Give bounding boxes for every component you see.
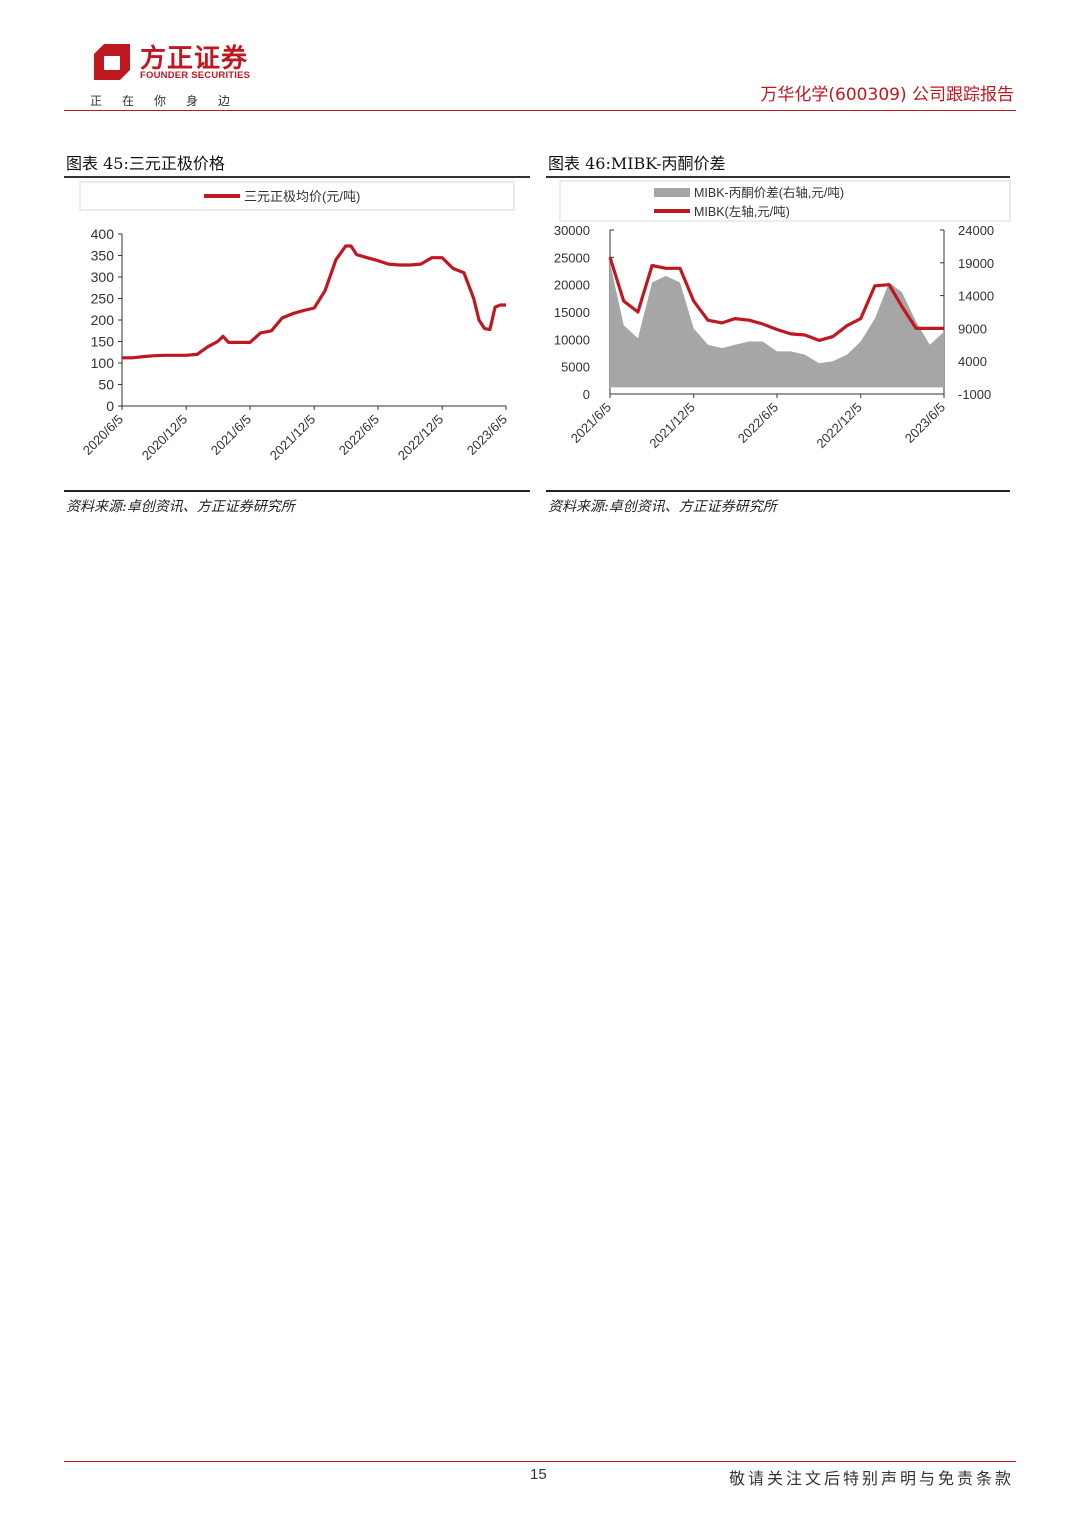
right-y-tick-label: 14000	[958, 289, 994, 304]
figure45-top-rule	[64, 176, 530, 178]
header-divider	[64, 110, 1016, 111]
y-tick-label: 50	[98, 377, 114, 393]
y-tick-label: 0	[106, 398, 114, 414]
figure45-bottom-rule	[64, 490, 530, 492]
legend-label-mibk: MIBK(左轴,元/吨)	[694, 204, 790, 219]
x-tick-label: 2020/6/5	[80, 412, 126, 458]
x-tick-label: 2022/12/5	[395, 412, 447, 464]
figure45-title: 图表 45:三元正极价格	[66, 154, 225, 173]
page-number: 15	[530, 1466, 547, 1483]
legend-box	[79, 181, 515, 211]
left-y-tick-label: 25000	[554, 250, 590, 265]
x-tick-label: 2021/12/5	[267, 412, 319, 464]
figure45-source: 资料来源:卓创资讯、方正证券研究所	[66, 499, 295, 515]
x-tick-label: 2023/6/5	[902, 400, 948, 446]
y-tick-label: 300	[91, 269, 115, 285]
left-y-tick-label: 10000	[554, 332, 590, 347]
series-line-mibk	[608, 256, 944, 342]
y-tick-label: 400	[91, 226, 115, 242]
x-tick-label: 2022/12/5	[813, 400, 865, 452]
x-tick-label: 2022/6/5	[735, 400, 781, 446]
disclaimer-note: 敬请关注文后特别声明与免责条款	[728, 1469, 1014, 1488]
logo-text-en: FOUNDER SECURITIES	[140, 70, 251, 81]
legend-label: 三元正极均价(元/吨)	[244, 189, 360, 204]
right-y-tick-label: 19000	[958, 256, 994, 271]
slogan: 正在你身边	[90, 94, 251, 108]
left-y-tick-label: 20000	[554, 278, 590, 293]
report-title: 万华化学(600309) 公司跟踪报告	[760, 85, 1014, 105]
figure45-chart: 三元正极均价(元/吨) 0 50 100 150 200 250 300 350 400 2020…	[79, 181, 515, 464]
left-y-tick-label: 0	[583, 387, 590, 402]
y-tick-label: 250	[91, 291, 115, 307]
x-tick-label: 2020/12/5	[139, 412, 191, 464]
y-tick-label: 100	[91, 355, 115, 371]
footer-divider	[64, 1461, 1016, 1462]
left-y-tick-label: 30000	[554, 223, 590, 238]
figure46-chart: MIBK-丙酮价差(右轴,元/吨) MIBK(左轴,元/吨) 0 5000 1000…	[554, 180, 1011, 452]
figure46-source: 资料来源:卓创资讯、方正证券研究所	[548, 499, 777, 515]
x-tick-label: 2021/6/5	[568, 400, 614, 446]
x-tick-label: 2021/6/5	[208, 412, 254, 458]
founder-logo-icon	[94, 44, 130, 80]
company-logo: 方正证券 FOUNDER SECURITIES	[88, 40, 288, 110]
y-tick-label: 200	[91, 312, 115, 328]
y-tick-label: 150	[91, 334, 115, 350]
figure46-title: 图表 46:MIBK-丙酮价差	[548, 154, 726, 173]
x-tick-label: 2021/12/5	[646, 400, 698, 452]
legend-swatch-spread	[654, 188, 690, 197]
series-line-ternary-cathode	[122, 244, 506, 360]
series-area-mibk-acetone-spread	[610, 262, 944, 388]
legend-label-spread: MIBK-丙酮价差(右轴,元/吨)	[694, 185, 844, 200]
left-y-tick-label: 5000	[561, 360, 590, 375]
x-tick-label: 2022/6/5	[336, 412, 382, 458]
y-tick-label: 350	[91, 248, 115, 264]
left-y-tick-label: 15000	[554, 305, 590, 320]
right-y-tick-label: 24000	[958, 223, 994, 238]
figure46-bottom-rule	[546, 490, 1010, 492]
legend-box	[559, 180, 1011, 222]
right-y-tick-label: 9000	[958, 321, 987, 336]
figure46-top-rule	[546, 176, 1010, 178]
x-tick-label: 2023/6/5	[464, 412, 510, 458]
right-y-tick-label: 4000	[958, 354, 987, 369]
logo-text-cn: 方正证券	[140, 44, 249, 74]
right-y-tick-label: -1000	[958, 387, 991, 402]
